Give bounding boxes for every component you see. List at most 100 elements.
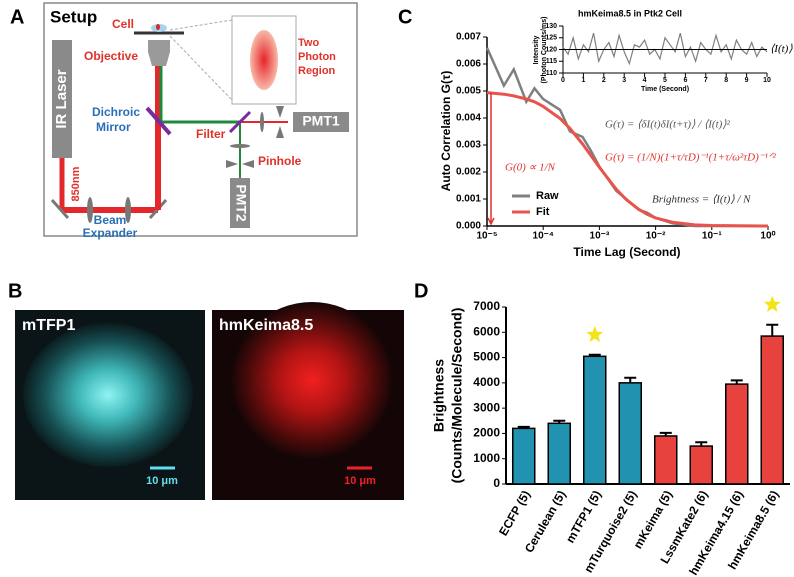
cell-image <box>23 323 193 467</box>
lens <box>125 197 131 223</box>
pmt1-label: PMT1 <box>302 113 340 129</box>
y-tick-label: 2000 <box>473 426 500 440</box>
equation: G(0) ∝ 1/N <box>505 162 556 174</box>
significance-star <box>586 325 604 343</box>
error-bar <box>588 353 601 357</box>
bar <box>512 427 536 485</box>
y-tick-label: 0.002 <box>456 167 481 178</box>
setup-title: Setup <box>50 7 97 26</box>
y-tick-label: 0.004 <box>456 113 481 124</box>
inset-y-label: Intensity <box>533 36 540 65</box>
series-line <box>562 32 768 66</box>
y-tick-label: 0.006 <box>456 59 481 70</box>
scale-label: 10 μm <box>146 475 178 487</box>
dichroic-label: Dichroic <box>92 105 140 119</box>
error-bar <box>659 431 672 436</box>
y-tick-label: 0.007 <box>456 32 481 43</box>
y-axis-label: (Counts/Molecule/Second) <box>449 308 465 484</box>
y-tick-label: 3000 <box>473 400 500 414</box>
significance-star <box>763 295 781 312</box>
micrographs: mTFP1 hmKeima8.5 10 μm 10 μm <box>15 302 404 500</box>
pmt <box>293 112 349 132</box>
x-tick-label: 3 <box>622 77 626 84</box>
error-bar <box>553 419 566 424</box>
equation: G(τ) = (1/N)(1+τ/τD)⁻¹(1+τ/ω²τD)⁻¹ᐟ² <box>605 152 777 164</box>
series-line <box>486 91 769 228</box>
y-tick-label: 0.003 <box>456 140 481 151</box>
x-tick-label: 10⁰ <box>760 231 775 242</box>
panel-letter: D <box>414 280 428 302</box>
dichroic-label: Mirror <box>96 120 131 134</box>
legend-label: Raw <box>536 190 559 202</box>
x-tick-label: 9 <box>745 77 749 84</box>
panel-letter: B <box>8 280 22 302</box>
lens <box>260 112 264 132</box>
dichroic <box>228 110 252 134</box>
laser <box>52 40 72 158</box>
objective <box>148 40 170 66</box>
error-bar <box>766 323 779 337</box>
mirror <box>50 199 70 219</box>
pmt <box>230 178 250 228</box>
setup-diagram: Setup IR Laser 850nm Beam Expander Cell … <box>43 2 358 240</box>
bar <box>618 382 642 485</box>
x-tick-label: 7 <box>704 77 708 84</box>
region-label: Region <box>298 65 336 77</box>
y-tick-label: 115 <box>546 58 557 65</box>
focus <box>250 30 278 90</box>
y-tick-label: 0.005 <box>456 86 481 97</box>
y-tick-label: 130 <box>545 23 557 30</box>
bar <box>654 435 678 485</box>
filter-label: Filter <box>196 127 226 141</box>
cell-image <box>232 302 392 458</box>
objective-label: Objective <box>84 49 138 63</box>
bar <box>689 445 713 485</box>
bar <box>725 383 749 485</box>
y-tick-label: 0.001 <box>456 194 481 205</box>
pinhole <box>226 160 254 168</box>
y-tick-label: 120 <box>545 46 557 53</box>
scale-label: 10 μm <box>344 475 376 487</box>
zoom-line <box>169 19 233 31</box>
g0-arrow <box>487 92 495 226</box>
x-tick-label: 4 <box>643 77 647 84</box>
bar <box>547 422 571 485</box>
beam-expander-label: Beam <box>94 213 127 227</box>
pmt2-label: PMT2 <box>233 184 249 222</box>
mean-label: ⟨I(t)⟩ <box>770 43 793 55</box>
lens <box>87 197 93 223</box>
error-bar <box>517 425 530 429</box>
error-bar <box>624 376 637 383</box>
y-tick-label: 5000 <box>473 350 500 364</box>
pinhole <box>276 106 284 138</box>
image-label: mTFP1 <box>22 317 75 334</box>
y-tick-label: 1000 <box>473 451 500 465</box>
x-tick-label: mTFP1 (5) <box>563 488 604 545</box>
x-axis-label: Time Lag (Second) <box>573 245 680 259</box>
x-tick-label: 8 <box>724 77 728 84</box>
region-label: Photon <box>298 51 336 63</box>
x-tick-label: ECFP (5) <box>496 488 533 538</box>
cell-label: Cell <box>112 17 134 31</box>
y-tick-label: 4000 <box>473 375 500 389</box>
laser-label: IR Laser <box>53 69 70 128</box>
x-tick-label: 10⁻⁴ <box>533 231 554 242</box>
y-tick-label: 0 <box>493 476 500 490</box>
y-tick-label: 125 <box>545 35 557 42</box>
region-label: Two <box>298 37 319 49</box>
x-tick-label: 10⁻³ <box>590 231 610 242</box>
bar <box>583 355 607 485</box>
dichroic <box>145 106 172 136</box>
y-tick-label: 6000 <box>473 324 500 338</box>
error-bar <box>730 379 743 385</box>
lens <box>230 144 250 148</box>
x-tick-label: 2 <box>602 77 606 84</box>
legend-label: Fit <box>536 206 550 218</box>
equation: G(τ) = ⟨δI(t)δI(t+τ)⟩ / ⟨I(t)⟩² <box>605 119 731 131</box>
bar <box>760 335 784 485</box>
inset-x-label: Time (Second) <box>641 86 689 93</box>
y-tick-label: 110 <box>546 70 557 77</box>
x-tick-label: 10⁻¹ <box>702 231 722 242</box>
inset-y-label: (Photon Counts/ms) <box>541 17 548 84</box>
x-tick-label: 5 <box>663 77 667 84</box>
